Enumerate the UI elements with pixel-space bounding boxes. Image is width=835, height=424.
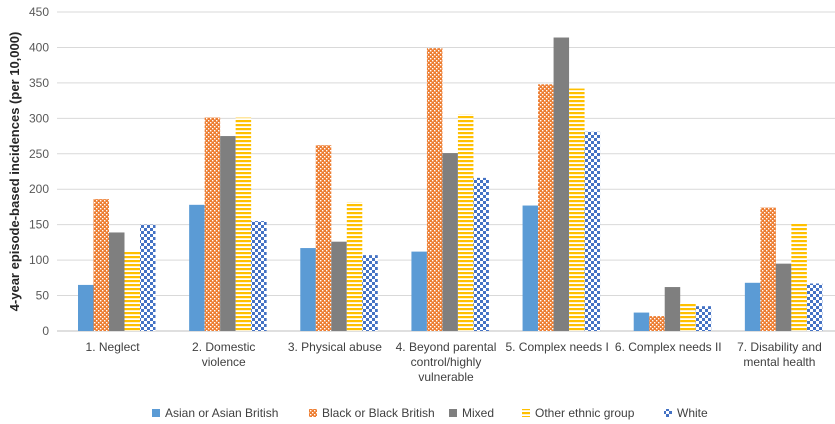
- bar: [584, 131, 601, 331]
- legend-label: Asian or Asian British: [165, 406, 278, 420]
- bar: [411, 251, 427, 331]
- bar: [78, 284, 94, 331]
- bar: [426, 48, 443, 332]
- x-category-label: 5. Complex needs I: [505, 340, 608, 354]
- bar: [569, 88, 585, 331]
- legend-swatch: [664, 409, 672, 417]
- bar: [140, 224, 156, 331]
- legend-label: Mixed: [462, 406, 494, 420]
- bar: [220, 136, 236, 331]
- x-category-label: 6. Complex needs II: [615, 340, 722, 354]
- bar: [775, 263, 792, 331]
- legend-label: Black or Black British: [322, 406, 435, 420]
- bar: [442, 153, 458, 331]
- bar: [522, 205, 539, 331]
- bar: [806, 283, 823, 331]
- bar: [633, 312, 650, 331]
- y-tick-label: 100: [29, 253, 49, 267]
- bar: [680, 302, 696, 331]
- bar: [124, 251, 140, 331]
- bar: [791, 223, 807, 331]
- y-tick-label: 300: [29, 111, 49, 125]
- bar: [189, 204, 205, 331]
- legend-swatch: [449, 409, 457, 417]
- legend-swatch: [309, 409, 317, 417]
- y-tick-label: 0: [42, 324, 49, 338]
- x-category-label: 7. Disability and mental health: [737, 340, 822, 369]
- bars: [78, 37, 823, 332]
- bar: [346, 201, 363, 331]
- legend-swatch: [152, 409, 160, 417]
- y-axis-ticks: 0 50 100 150 200 250 300 350 400 450: [29, 5, 49, 338]
- y-tick-label: 150: [29, 218, 49, 232]
- bar: [664, 287, 681, 331]
- y-tick-label: 350: [29, 76, 49, 90]
- bar: [744, 282, 761, 331]
- y-tick-label: 250: [29, 147, 49, 161]
- bar: [362, 255, 378, 331]
- x-axis-categories: 1. Neglect 2. Domestic violence 3. Physical…: [86, 340, 822, 384]
- bar: [538, 84, 554, 331]
- legend: Asian or Asian British Black or Black Bri…: [152, 406, 708, 420]
- bar: [251, 221, 267, 331]
- legend-label: White: [677, 406, 708, 420]
- y-tick-label: 200: [29, 182, 49, 196]
- bar: [235, 117, 252, 331]
- legend-label: Other ethnic group: [535, 406, 635, 420]
- x-category-label: 4. Beyond parental control/highly vulnerab…: [396, 340, 497, 384]
- bar: [473, 177, 489, 331]
- y-tick-label: 400: [29, 40, 49, 54]
- x-category-label: 1. Neglect: [86, 340, 141, 354]
- y-tick-label: 50: [36, 289, 50, 303]
- bar: [331, 241, 347, 331]
- x-category-label: 3. Physical abuse: [288, 340, 382, 354]
- bar: [457, 114, 474, 331]
- bar: [760, 207, 776, 331]
- bar: [649, 316, 665, 331]
- bar: [93, 199, 109, 331]
- bar: [553, 37, 570, 332]
- bar: [315, 145, 332, 331]
- x-category-label: 2. Domestic violence: [192, 340, 255, 369]
- y-axis-title: 4-year episode-based incidences (per 10,…: [7, 32, 22, 312]
- bar: [695, 306, 712, 331]
- y-tick-label: 450: [29, 5, 49, 19]
- bar: [300, 248, 316, 331]
- bar: [109, 232, 125, 331]
- legend-swatch: [522, 409, 530, 417]
- bar: [204, 117, 221, 331]
